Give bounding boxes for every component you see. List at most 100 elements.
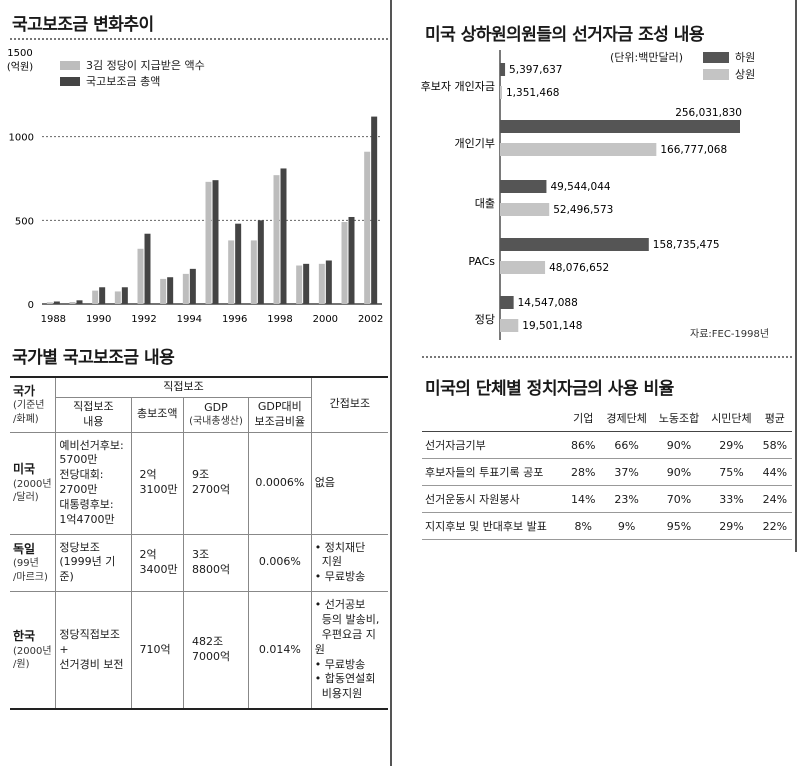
left-chart-title: 국고보조금 변화추이 [12,15,154,35]
bar-senate-0 [500,86,502,99]
cell-line: 대통령후보: [59,497,114,511]
country-row: 독일 (99년/마르크) 정당보조 (1999년 기준) 2억 3400만 3조 8800억 0… [10,534,388,593]
header-ratio-2: 보조금비율 [254,414,306,428]
usage-cell: 23% [600,485,653,513]
category-label: PACs [468,255,495,268]
x-tick-label: 1994 [177,314,202,325]
usage-header-row: 기업 경제단체 노동조합 시민단체 평균 [422,405,792,432]
bar-light-1990 [92,290,99,304]
cell-line: (2000년 [13,478,52,490]
cell-line: /마르크) [13,571,48,583]
bar-dark-2001 [348,216,355,304]
legend-item-dark: 국고보조금 총액 [60,73,160,89]
bar-light-2002 [364,151,371,304]
x-tick-label: 1996 [222,314,247,325]
legend-item-light: 3김 정당이 지급받은 액수 [60,57,205,73]
cell-line: 482조 [192,635,224,649]
y-tick-label: 500 [15,216,34,227]
indirect-cell: • 정치재단 지원 • 무료방송 [310,534,388,593]
cell-line: 2억 [139,468,157,482]
cell-line: 예비선거후보: [59,438,124,452]
right-bar-chart: 후보자 개인자금 5,397,637 1,351,468 개인기부 256,031,83… [421,50,742,340]
header-direct: 직접보조 [55,377,312,398]
cell-line: • 선거공보 [314,598,366,612]
panel-divider [390,0,392,766]
divider [10,38,388,40]
legend-swatch-house [703,51,729,63]
cell-line: (2000년 [13,645,52,657]
header-gdp: GDP (국내총생산) [183,397,249,433]
usage-cell: 66% [600,431,653,459]
x-tick-label: 2002 [358,314,383,325]
panel-divider-right [795,0,797,552]
legend-label-dark: 국고보조금 총액 [86,75,161,88]
bar-dark-2002 [371,116,378,304]
cell-line: 7000억 [192,650,231,664]
usage-cell: 70% [652,485,706,513]
header-gdp-sub: (국내총생산) [189,416,243,428]
usage-row-label: 지지후보 및 반대후보 발표 [422,512,567,540]
usage-cell: 95% [652,512,706,540]
usage-row-label: 선거운동시 자원봉사 [422,485,567,513]
bar-dark-1994 [189,268,196,304]
bar-dark-1997 [257,220,264,304]
usage-cell: 24% [757,485,792,513]
y-tick-label: 0 [28,300,34,311]
usage-row: 후보자들의 투표기록 공포 28% 37% 90% 75% 44% [422,458,792,486]
x-tick-label: 2000 [313,314,338,325]
cell-line: /달러) [13,492,39,504]
gdp-cell: 9조 2700억 [183,432,249,535]
country-name: 미국 [13,462,36,477]
bar-light-1993 [160,278,167,304]
right-chart-source: 자료:FEC-1998년 [690,329,770,340]
value-label-senate: 166,777,068 [660,144,727,156]
cell-line: 2700만 [59,483,98,497]
y-axis-unit-label: (억원) [7,61,33,73]
value-label-house: 256,031,830 [675,107,742,119]
legend-swatch-light [60,60,80,70]
value-label-house: 5,397,637 [509,64,562,76]
bar-light-1998 [273,175,280,304]
legend-item-senate: 상원 [703,66,755,82]
right-chart-title: 미국 상하원의원들의 선거자금 조성 내용 [425,25,705,45]
country-cell: 독일 (99년/마르크) [10,534,56,593]
content-cell: 정당직접보조+ 선거경비 보전 [55,591,132,710]
bar-light-1996 [228,240,235,304]
bar-light-2001 [341,222,348,304]
usage-row-label: 후보자들의 투표기록 공포 [422,458,567,486]
bar-dark-1993 [167,277,174,304]
total-cell: 2억 3400만 [130,534,184,593]
legend-swatch-dark [60,76,80,86]
cell-line: 5700만 [59,453,98,467]
usage-cell: 9% [600,512,653,540]
header-ratio-1: GDP대비 [257,399,302,413]
cell-line: • 무료방송 [314,570,366,584]
x-tick-label: 1992 [131,314,156,325]
cell-line: 9조 [192,468,210,482]
header-country-sub-2: /화폐) [13,413,39,425]
usage-cell: 28% [566,458,601,486]
bar-dark-1998 [280,168,287,304]
usage-cell: 44% [757,458,792,486]
usage-col-header: 기업 [566,405,601,432]
value-label-senate: 48,076,652 [549,262,609,274]
usage-table: 기업 경제단체 노동조합 시민단체 평균 선거자금기부 86% 66% 90% 29% 58% 후보자… [422,405,792,540]
usage-cell: 8% [566,512,601,540]
cell-line: • 무료방송 [314,657,366,671]
bar-light-1995 [205,181,212,304]
content-cell: 예비선거후보: 5700만 전당대회: 2700만 대통령후보: 1억4700만 [55,432,132,535]
usage-col-header: 시민단체 [705,405,758,432]
gdp-cell: 3조 8800억 [183,534,249,593]
bar-senate-1 [500,143,657,156]
bar-light-2000 [318,263,325,304]
country-cell: 한국 (2000년/원) [10,591,56,710]
value-label-senate: 1,351,468 [506,87,559,99]
content-cell: 정당보조 (1999년 기준) [55,534,132,593]
cell-line: 1억4700만 [59,512,115,526]
category-label: 정당 [475,313,495,326]
indirect-cell: 없음 [310,432,388,535]
bar-house-3 [500,238,649,251]
category-label: 후보자 개인자금 [421,80,495,93]
bar-dark-1990 [99,287,106,304]
bar-light-1994 [182,273,189,304]
